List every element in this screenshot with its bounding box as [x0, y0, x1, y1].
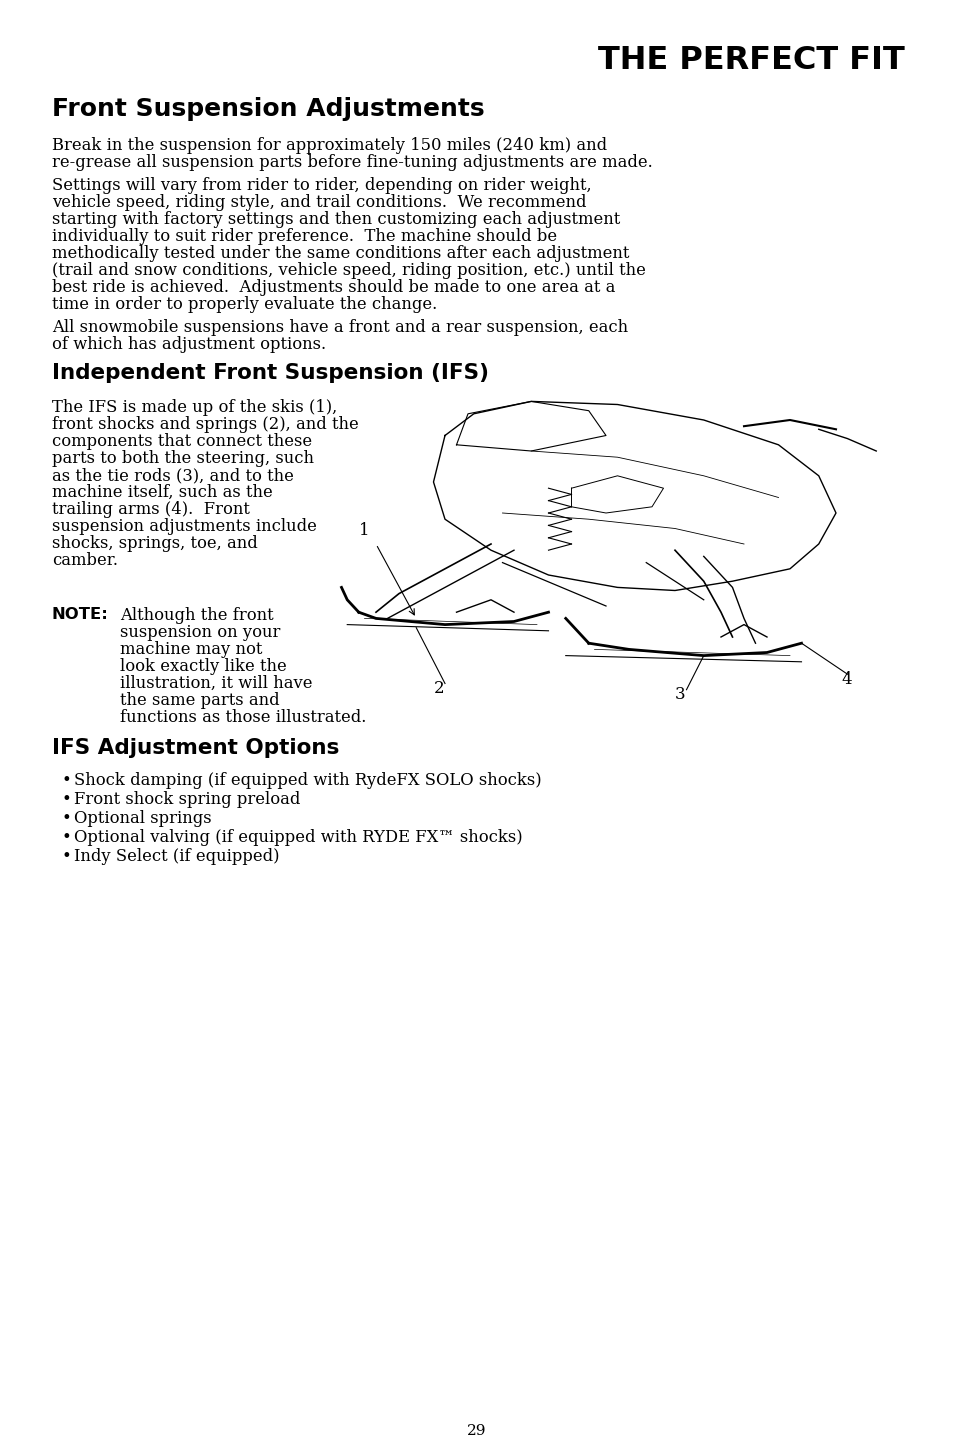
Text: •: •	[62, 791, 71, 808]
Text: NOTE:: NOTE:	[52, 606, 109, 622]
Text: best ride is achieved.  Adjustments should be made to one area at a: best ride is achieved. Adjustments shoul…	[52, 279, 615, 297]
Text: THE PERFECT FIT: THE PERFECT FIT	[598, 45, 904, 76]
Text: •: •	[62, 848, 71, 865]
Text: functions as those illustrated.: functions as those illustrated.	[120, 710, 366, 726]
Text: machine may not: machine may not	[120, 641, 262, 659]
Text: Independent Front Suspension (IFS): Independent Front Suspension (IFS)	[52, 364, 489, 382]
Text: Shock damping (if equipped with RydeFX SOLO shocks): Shock damping (if equipped with RydeFX S…	[74, 772, 541, 790]
Text: the same parts and: the same parts and	[120, 692, 279, 710]
Text: re-grease all suspension parts before fine-tuning adjustments are made.: re-grease all suspension parts before fi…	[52, 154, 652, 172]
Text: time in order to properly evaluate the change.: time in order to properly evaluate the c…	[52, 297, 436, 313]
Text: suspension on your: suspension on your	[120, 624, 280, 641]
Text: individually to suit rider preference.  The machine should be: individually to suit rider preference. T…	[52, 228, 557, 246]
Text: Indy Select (if equipped): Indy Select (if equipped)	[74, 848, 279, 865]
Text: look exactly like the: look exactly like the	[120, 659, 287, 675]
Text: components that connect these: components that connect these	[52, 433, 312, 449]
Text: Although the front: Although the front	[120, 606, 274, 624]
Text: •: •	[62, 772, 71, 790]
Text: Optional valving (if equipped with RYDE FX™ shocks): Optional valving (if equipped with RYDE …	[74, 829, 522, 846]
Text: Front Suspension Adjustments: Front Suspension Adjustments	[52, 97, 484, 121]
Text: The IFS is made up of the skis (1),: The IFS is made up of the skis (1),	[52, 398, 337, 416]
Text: Front shock spring preload: Front shock spring preload	[74, 791, 300, 808]
Text: IFS Adjustment Options: IFS Adjustment Options	[52, 739, 339, 758]
Text: parts to both the steering, such: parts to both the steering, such	[52, 449, 314, 467]
Text: machine itself, such as the: machine itself, such as the	[52, 484, 273, 502]
Text: All snowmobile suspensions have a front and a rear suspension, each: All snowmobile suspensions have a front …	[52, 318, 627, 336]
Text: of which has adjustment options.: of which has adjustment options.	[52, 336, 326, 353]
Text: camber.: camber.	[52, 553, 118, 569]
Text: (trail and snow conditions, vehicle speed, riding position, etc.) until the: (trail and snow conditions, vehicle spee…	[52, 262, 645, 279]
Text: shocks, springs, toe, and: shocks, springs, toe, and	[52, 535, 257, 553]
Text: Optional springs: Optional springs	[74, 810, 212, 827]
Text: trailing arms (4).  Front: trailing arms (4). Front	[52, 502, 250, 518]
Text: suspension adjustments include: suspension adjustments include	[52, 518, 316, 535]
Text: vehicle speed, riding style, and trail conditions.  We recommend: vehicle speed, riding style, and trail c…	[52, 193, 586, 211]
Text: illustration, it will have: illustration, it will have	[120, 675, 313, 692]
Text: •: •	[62, 829, 71, 846]
Text: methodically tested under the same conditions after each adjustment: methodically tested under the same condi…	[52, 246, 629, 262]
Text: as the tie rods (3), and to the: as the tie rods (3), and to the	[52, 467, 294, 484]
Text: 29: 29	[467, 1423, 486, 1438]
Text: Settings will vary from rider to rider, depending on rider weight,: Settings will vary from rider to rider, …	[52, 177, 591, 193]
Text: front shocks and springs (2), and the: front shocks and springs (2), and the	[52, 416, 358, 433]
Text: •: •	[62, 810, 71, 827]
Text: Break in the suspension for approximately 150 miles (240 km) and: Break in the suspension for approximatel…	[52, 137, 606, 154]
Text: starting with factory settings and then customizing each adjustment: starting with factory settings and then …	[52, 211, 619, 228]
